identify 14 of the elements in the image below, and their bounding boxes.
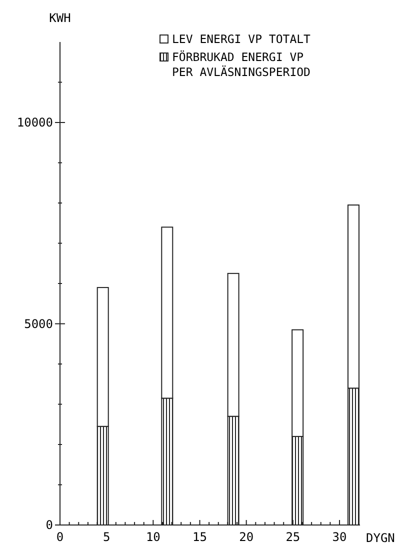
legend-label: FÖRBRUKAD ENERGI VP PER AVLÄSNINGSPERIOD — [172, 50, 311, 79]
x-tick-label: 5 — [102, 530, 110, 544]
legend-label: LEV ENERGI VP TOTALT — [172, 32, 311, 46]
x-tick-label: 30 — [332, 530, 347, 544]
x-tick-label: 0 — [56, 530, 64, 544]
x-axis-title: DYGN — [366, 531, 395, 545]
x-tick-label: 25 — [286, 530, 300, 544]
x-tick-label: 10 — [146, 530, 160, 544]
y-axis-title: KWH — [49, 11, 71, 25]
x-tick-label: 20 — [239, 530, 254, 544]
y-tick-label: 0 — [46, 518, 53, 532]
x-tick-label: 15 — [192, 530, 207, 544]
y-tick-label: 5000 — [24, 316, 53, 331]
y-tick-label: 10000 — [16, 116, 53, 130]
